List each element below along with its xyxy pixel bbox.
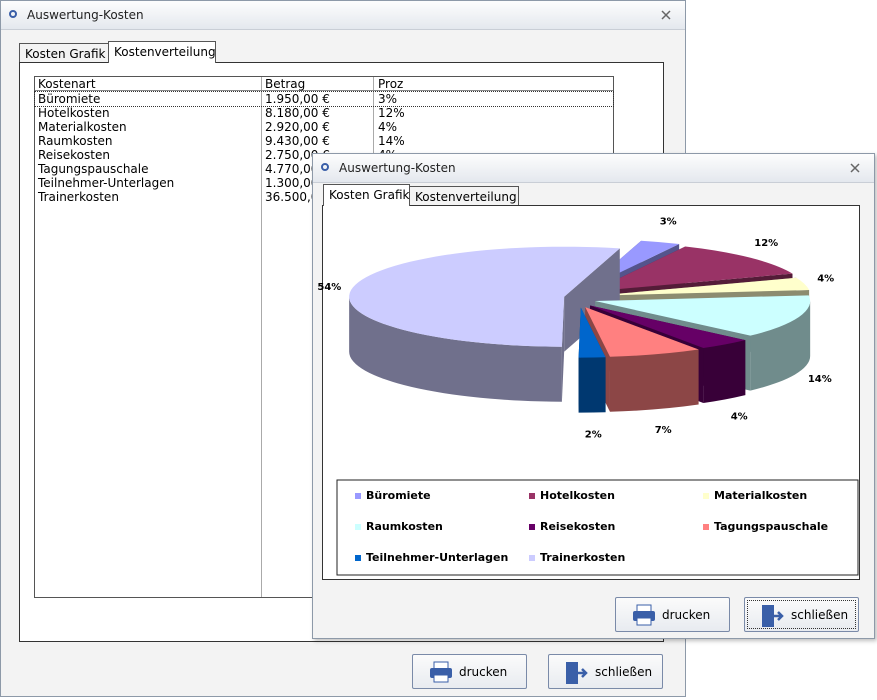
- tab-panel: [322, 205, 860, 580]
- close-button[interactable]: schließen: [548, 654, 663, 689]
- table-cell: Trainerkosten: [38, 190, 119, 204]
- button-label: schließen: [791, 608, 849, 622]
- table-cell: Betrag: [265, 77, 306, 91]
- table-cell: Teilnehmer-Unterlagen: [38, 176, 175, 190]
- table-cell: Kostenart: [38, 77, 96, 91]
- print-button[interactable]: drucken: [615, 597, 730, 632]
- table-cell: 4%: [378, 120, 398, 134]
- button-label: drucken: [662, 608, 711, 622]
- print-button[interactable]: drucken: [412, 654, 527, 689]
- close-button[interactable]: schließen: [744, 597, 859, 632]
- table-row[interactable]: Büromiete 1.950,00 € 3%: [34, 91, 614, 107]
- table-cell: Materialkosten: [38, 120, 127, 134]
- title-bar: Auswertung-Kosten: [1, 1, 685, 30]
- window-title: Auswertung-Kosten: [339, 161, 456, 175]
- table-cell: Tagungspauschale: [38, 162, 149, 176]
- tab[interactable]: Kostenverteilung: [409, 186, 519, 206]
- table-cell: Proz: [378, 77, 404, 91]
- table-cell: 8.180,00 €: [265, 106, 330, 120]
- table-cell: 14%: [378, 134, 405, 148]
- tab[interactable]: Kosten Grafik: [323, 184, 410, 206]
- table-cell: 2.920,00 €: [265, 120, 330, 134]
- table-cell: Büromiete: [38, 92, 101, 106]
- table-cell: Hotelkosten: [38, 106, 110, 120]
- table-row[interactable]: Materialkosten 2.920,00 € 4%: [35, 120, 613, 134]
- window-title: Auswertung-Kosten: [27, 8, 144, 22]
- close-icon[interactable]: [850, 163, 860, 173]
- button-label: schließen: [595, 665, 653, 679]
- table-cell: 1.950,00 €: [265, 92, 330, 106]
- table-row[interactable]: Hotelkosten 8.180,00 € 12%: [35, 106, 613, 120]
- table-header[interactable]: Kostenart Betrag Proz: [35, 77, 613, 91]
- tab[interactable]: Kostenverteilung: [108, 41, 216, 63]
- table-cell: Raumkosten: [38, 134, 113, 148]
- close-icon[interactable]: [661, 10, 671, 20]
- table-row[interactable]: Raumkosten 9.430,00 € 14%: [35, 134, 613, 148]
- front-window: Auswertung-Kosten Kosten Grafik Kostenve…: [312, 153, 875, 639]
- button-label: drucken: [459, 665, 508, 679]
- table-cell: 9.430,00 €: [265, 134, 330, 148]
- tab[interactable]: Kosten Grafik: [19, 43, 109, 63]
- table-cell: 3%: [378, 92, 398, 106]
- table-cell: Reisekosten: [38, 148, 110, 162]
- title-bar: Auswertung-Kosten: [313, 154, 874, 183]
- table-cell: 12%: [378, 106, 405, 120]
